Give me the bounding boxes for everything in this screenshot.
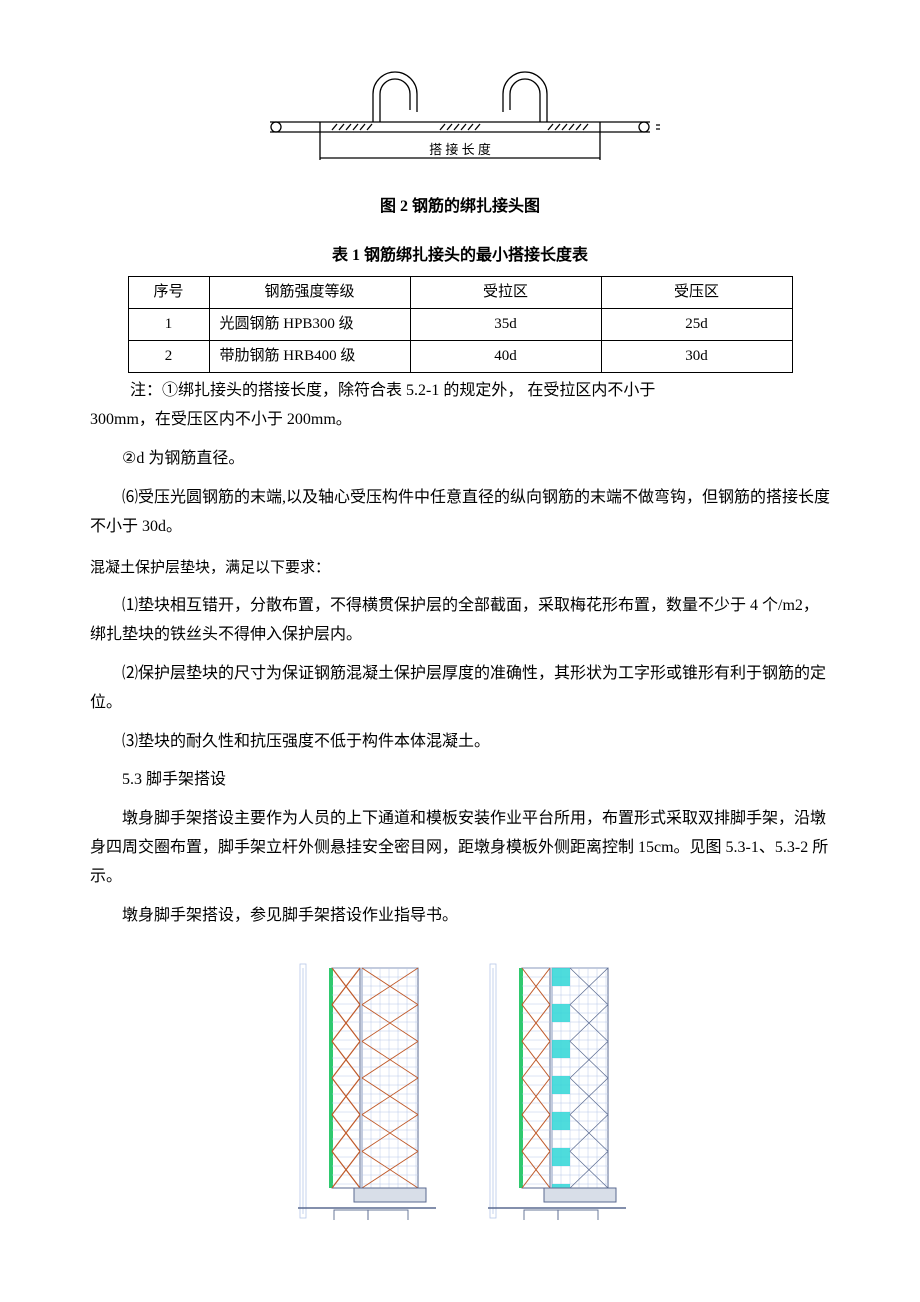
spacer-item-1: ⑴垫块相互错开，分散布置，不得横贯保护层的全部截面，采取梅花形布置，数量不少于 … xyxy=(90,592,830,650)
table-1-header-2: 受拉区 xyxy=(410,277,601,309)
table-1-splice-length: 序号钢筋强度等级受拉区受压区1光圆钢筋 HPB300 级35d25d2带肋钢筋 … xyxy=(128,276,793,373)
table-cell: 光圆钢筋 HPB300 级 xyxy=(209,309,410,341)
rebar-splice-svg: 搭 接 长 度 xyxy=(260,60,660,170)
table-cell: 35d xyxy=(410,309,601,341)
table-1-header-1: 钢筋强度等级 xyxy=(209,277,410,309)
paragraph-6: ⑹受压光圆钢筋的末端,以及轴心受压构件中任意直径的纵向钢筋的末端不做弯钩，但钢筋… xyxy=(90,484,830,542)
table-cell: 30d xyxy=(601,341,792,373)
section-5-3-paragraph-2: 墩身脚手架搭设，参见脚手架搭设作业指导书。 xyxy=(90,902,830,931)
spacer-block-heading: 混凝土保护层垫块，满足以下要求： xyxy=(90,555,830,582)
figure-2-rebar-splice: 搭 接 长 度 xyxy=(90,60,830,181)
table-1-note-1b: 300mm，在受压区内不小于 200mm。 xyxy=(90,406,830,435)
spacer-item-2: ⑵保护层垫块的尺寸为保证钢筋混凝土保护层厚度的准确性，其形状为工字形或锥形有利于… xyxy=(90,660,830,718)
table-1-caption: 表 1 钢筋绑扎接头的最小搭接长度表 xyxy=(90,242,830,271)
table-cell: 40d xyxy=(410,341,601,373)
scaffold-figures xyxy=(90,960,830,1231)
svg-text:搭 接 长 度: 搭 接 长 度 xyxy=(429,142,491,157)
table-cell: 带肋钢筋 HRB400 级 xyxy=(209,341,410,373)
spacer-item-3: ⑶垫块的耐久性和抗压强度不低于构件本体混凝土。 xyxy=(90,728,830,757)
section-5-3-title: 5.3 脚手架搭设 xyxy=(90,766,830,795)
section-5-3-paragraph-1: 墩身脚手架搭设主要作为人员的上下通道和模板安装作业平台所用，布置形式采取双排脚手… xyxy=(90,805,830,891)
scaffold-elevation-left xyxy=(290,960,440,1220)
table-1-header-3: 受压区 xyxy=(601,277,792,309)
table-cell: 2 xyxy=(128,341,209,373)
table-1-header-0: 序号 xyxy=(128,277,209,309)
table-1-note-2: ②d 为钢筋直径。 xyxy=(90,445,830,474)
table-row: 1光圆钢筋 HPB300 级35d25d xyxy=(128,309,792,341)
table-row: 2带肋钢筋 HRB400 级40d30d xyxy=(128,341,792,373)
table-cell: 1 xyxy=(128,309,209,341)
scaffold-elevation-right xyxy=(480,960,630,1220)
figure-2-caption: 图 2 钢筋的绑扎接头图 xyxy=(90,193,830,222)
table-1-note-1a: 注：①绑扎接头的搭接长度，除符合表 5.2-1 的规定外， 在受拉区内不小于 xyxy=(90,377,830,406)
table-cell: 25d xyxy=(601,309,792,341)
